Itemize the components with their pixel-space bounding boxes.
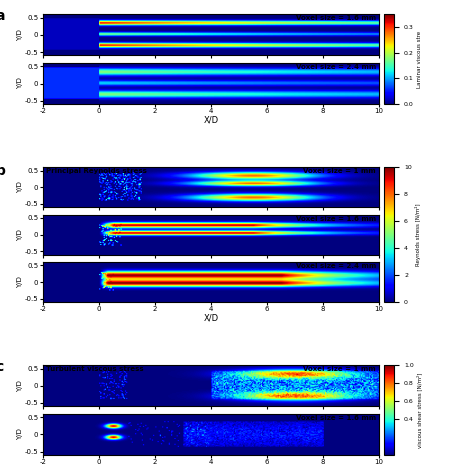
Y-axis label: Y/D: Y/D	[18, 181, 24, 193]
Y-axis label: Reynolds stress [N/m²]: Reynolds stress [N/m²]	[415, 203, 420, 266]
Y-axis label: viscous shear stress [N/m²]: viscous shear stress [N/m²]	[417, 373, 422, 448]
Text: Voxel size = 1 mm: Voxel size = 1 mm	[303, 168, 376, 174]
Text: Voxel size = 1.6 mm: Voxel size = 1.6 mm	[296, 216, 376, 222]
Y-axis label: Y/D: Y/D	[18, 276, 24, 288]
Y-axis label: Y/D: Y/D	[18, 228, 24, 241]
Text: Voxel size = 1 mm: Voxel size = 1 mm	[303, 366, 376, 372]
Text: a: a	[0, 9, 5, 23]
Text: c: c	[0, 360, 4, 374]
Y-axis label: Laminar viscous stre: Laminar viscous stre	[417, 31, 422, 88]
Y-axis label: Y/D: Y/D	[18, 428, 24, 440]
Text: Voxel size = 2.4 mm: Voxel size = 2.4 mm	[296, 64, 376, 70]
X-axis label: X/D: X/D	[203, 314, 219, 323]
Y-axis label: Y/D: Y/D	[18, 29, 24, 41]
Text: b: b	[0, 164, 5, 178]
Text: Voxel size = 2.4 mm: Voxel size = 2.4 mm	[296, 263, 376, 269]
Text: Turbulent viscous stress: Turbulent viscous stress	[46, 366, 144, 372]
X-axis label: X/D: X/D	[203, 116, 219, 125]
Y-axis label: Y/D: Y/D	[18, 78, 24, 90]
Text: Principal Reynolds stress: Principal Reynolds stress	[46, 168, 147, 174]
Text: Voxel size = 1.6 mm: Voxel size = 1.6 mm	[296, 16, 376, 21]
Y-axis label: Y/D: Y/D	[18, 380, 24, 392]
Text: Voxel size = 1.6 mm: Voxel size = 1.6 mm	[296, 415, 376, 421]
